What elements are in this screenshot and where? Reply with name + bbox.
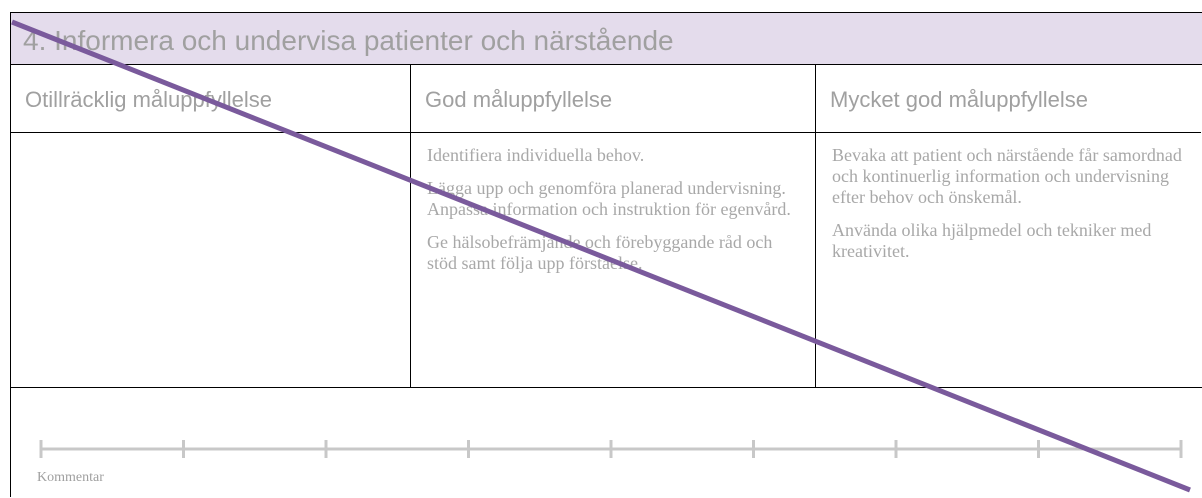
- column: God måluppfyllelse Identifiera individuel…: [411, 65, 816, 387]
- criterion-text: Bevaka att patient och närstående får sa…: [832, 145, 1182, 207]
- section-title: 4. Informera och undervisa patienter och…: [11, 13, 1202, 65]
- rating-row: Kommentar: [11, 387, 1202, 498]
- diagonal-line: [11, 19, 1191, 493]
- criterion-text: Använda olika hjälpmedel och tekniker me…: [832, 220, 1152, 261]
- form-card: 4. Informera och undervisa patienter och…: [10, 12, 1202, 497]
- criterion-text: Ge hälsobefrämjande och förebyggande råd…: [427, 232, 773, 273]
- slider[interactable]: [11, 388, 1201, 468]
- column-body: Bevaka att patient och närstående får sa…: [816, 133, 1201, 262]
- column-heading: Mycket god måluppfyllelse: [816, 65, 1201, 133]
- comment-label: Kommentar: [37, 470, 104, 485]
- column-heading: God måluppfyllelse: [411, 65, 815, 133]
- column-body: Identifiera individuella behov. Lägga upp…: [411, 133, 815, 274]
- column: Mycket god måluppfyllelse Bevaka att pati…: [816, 65, 1201, 387]
- criterion-text: Identifiera individuella behov.: [427, 145, 645, 165]
- criterion-text: Lägga upp och genomföra planerad undervi…: [427, 178, 791, 219]
